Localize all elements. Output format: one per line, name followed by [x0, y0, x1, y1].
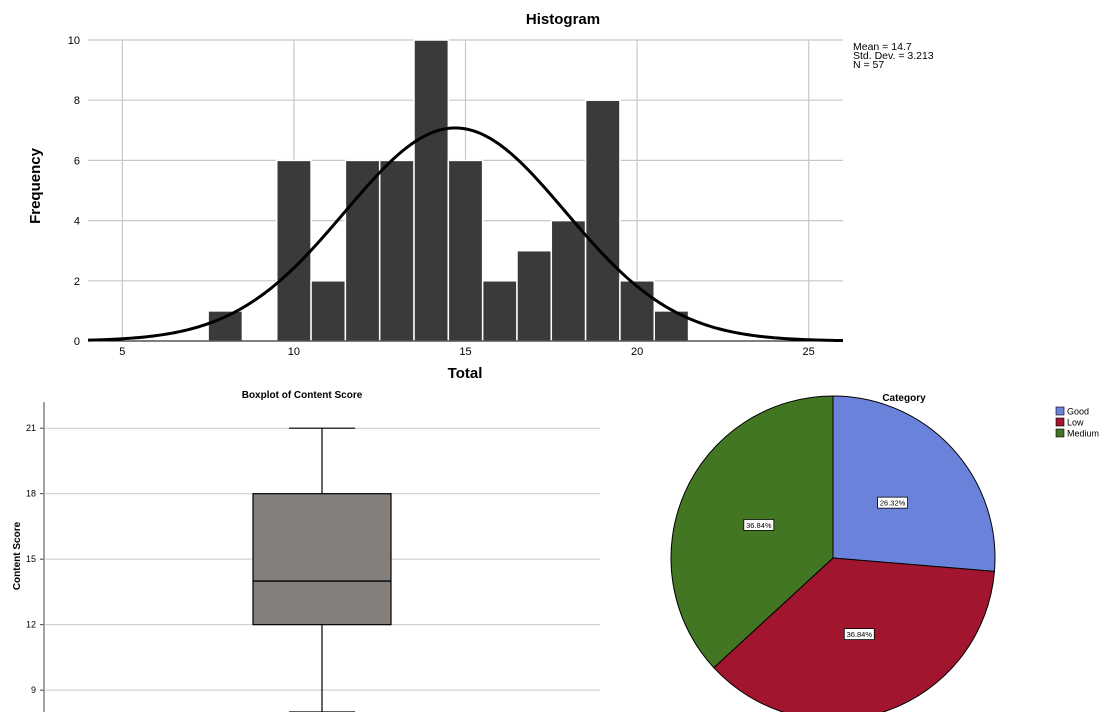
pie-slice-medium [670, 395, 834, 669]
legend-swatch [1055, 406, 1065, 416]
legend-item-good: Good [1055, 406, 1089, 417]
legend-label: Low [1067, 418, 1084, 428]
pie-label-text: 36.84% [746, 521, 772, 530]
histogram-x-tick-label: 10 [288, 346, 300, 358]
stat-mean: Mean = 14.7 [853, 41, 912, 53]
histogram-y-tick-label: 0 [74, 336, 80, 348]
pie-label-box [843, 628, 875, 641]
histogram-x-tick-labels: 5 10 15 20 25 [119, 346, 815, 358]
legend-swatch [1055, 417, 1065, 427]
legend-label: Medium [1067, 429, 1099, 439]
stat-std-dev: Std. Dev. = 3.213 [853, 50, 934, 62]
boxplot-y-tick-label: 15 [26, 554, 36, 564]
histogram-bar [276, 159, 312, 342]
normal-curve [87, 126, 844, 343]
histogram-title: Histogram [526, 11, 600, 28]
histogram-y-tick-label: 8 [74, 95, 80, 107]
boxplot-y-tick-label: 9 [31, 685, 36, 695]
histogram-y-tick-label: 4 [74, 216, 80, 228]
legend-swatch [1055, 428, 1065, 438]
histogram-bar [310, 280, 347, 342]
histogram-x-tick-label: 20 [631, 346, 643, 358]
stat-n: N = 57 [853, 59, 884, 71]
legend-item-medium: Medium [1055, 428, 1099, 439]
histogram-bar [584, 99, 621, 342]
histogram-x-tick-label: 5 [119, 346, 125, 358]
histogram-bar [550, 219, 587, 342]
boxplot-iqr-box [252, 493, 392, 626]
histogram-x-tick-label: 15 [459, 346, 471, 358]
histogram-bar [481, 280, 518, 342]
histogram-y-tick-label: 6 [74, 155, 80, 167]
histogram-bar [344, 159, 381, 342]
boxplot-y-axis-label: Content Score [12, 521, 23, 590]
boxplot-title: Boxplot of Content Score [242, 390, 363, 401]
pie-slices [670, 395, 996, 712]
pie-label-text: 36.84% [847, 630, 873, 639]
boxplot-box [252, 427, 392, 712]
pie-slice-good [832, 395, 996, 572]
histogram-bar [447, 159, 484, 342]
legend-label: Good [1067, 407, 1089, 417]
pie-label-box [877, 496, 909, 509]
histogram-y-axis-label: Frequency [27, 147, 44, 224]
histogram-bar [619, 280, 656, 342]
histogram-bar [378, 159, 415, 342]
histogram-bar [516, 249, 553, 342]
histogram-x-tick-label: 25 [803, 346, 815, 358]
pie-slice-label: 36.84% [743, 519, 775, 531]
pie-slice-labels: 26.32% 36.84% 36.84% [743, 496, 909, 641]
histogram-y-tick-label: 2 [74, 276, 80, 288]
boxplot-chart: Boxplot of Content Score 9 12 15 18 21 Conte… [12, 390, 600, 712]
histogram-bar [413, 39, 450, 342]
histogram-x-axis-label: Total [448, 365, 483, 382]
histogram-chart: Histogram 5 10 15 20 25 0 2 4 6 8 10 Total Freque… [27, 11, 934, 382]
pie-label-box [743, 519, 775, 531]
histogram-stats: Mean = 14.7 Std. Dev. = 3.213 N = 57 [853, 41, 934, 71]
boxplot-y-tick-label: 12 [26, 620, 36, 630]
histogram-y-tick-label: 10 [68, 35, 80, 47]
histogram-bars [207, 39, 690, 342]
pie-slice-label: 36.84% [843, 628, 875, 641]
boxplot-y-tick-labels: 9 12 15 18 21 [26, 423, 36, 695]
pie-label-text: 26.32% [880, 499, 906, 508]
pie-chart: Category 26.32% 36.84% 36.84% GoodLowMediu… [670, 393, 1099, 712]
boxplot-y-tick-label: 21 [26, 423, 36, 433]
boxplot-y-tick-label: 18 [26, 489, 36, 499]
legend-item-low: Low [1055, 417, 1084, 428]
pie-title: Category [882, 393, 926, 404]
pie-slice-label: 26.32% [877, 496, 909, 509]
histogram-y-tick-labels: 0 2 4 6 8 10 [68, 35, 80, 348]
